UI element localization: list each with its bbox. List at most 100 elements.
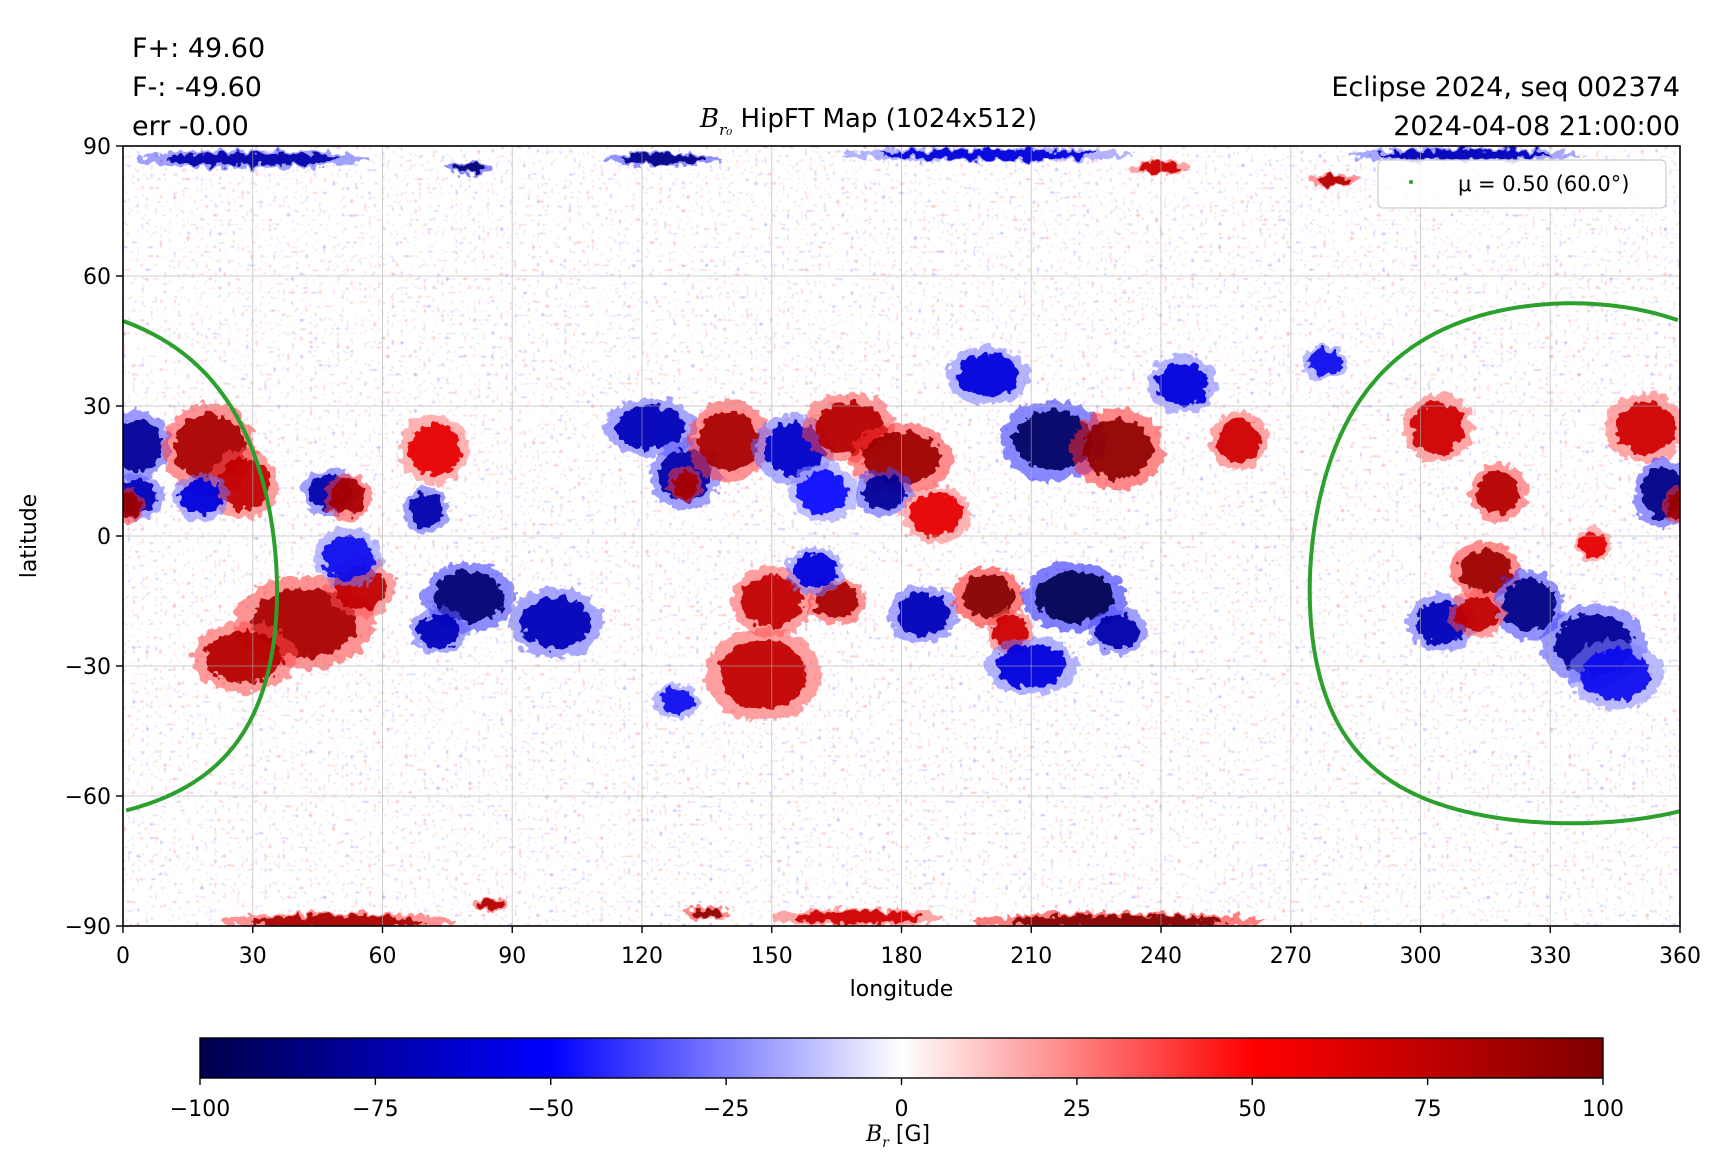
region-core	[957, 354, 1019, 398]
region-7	[324, 473, 372, 521]
region-core	[689, 907, 725, 919]
x-tick-label: 150	[751, 944, 793, 969]
region-core	[1455, 596, 1499, 632]
region-core	[1083, 419, 1153, 480]
x-tick-label: 120	[621, 944, 663, 969]
legend: μ = 0.50 (60.0°)	[1377, 159, 1667, 209]
region-9	[191, 622, 297, 693]
region-core	[659, 687, 694, 714]
axes: 0 30 60 90 120 150 180 210 240 270 300 330 360906030…	[17, 135, 1701, 1002]
region-core	[862, 475, 906, 510]
event-label: Eclipse 2024, seq 002374	[1331, 72, 1680, 103]
legend-marker	[1409, 180, 1413, 184]
region-57	[683, 905, 731, 921]
region-core	[408, 492, 444, 528]
region-27	[947, 346, 1029, 405]
flux-negative-text: F-: -49.60	[132, 72, 262, 103]
flux-error-text: err -0.00	[132, 111, 249, 142]
title-symbol: B	[700, 104, 720, 134]
colorbar-tick-label: −100	[170, 1097, 230, 1122]
region-core	[520, 596, 591, 649]
region-core	[417, 614, 461, 649]
region-core	[1580, 648, 1650, 701]
region-core	[1459, 549, 1512, 593]
x-tick-label: 300	[1400, 944, 1442, 969]
region-16	[508, 587, 603, 658]
x-tick-label: 90	[498, 944, 526, 969]
region-core	[620, 153, 707, 165]
region-core	[1476, 471, 1520, 515]
region-19	[667, 466, 703, 502]
y-axis-label: latitude	[17, 494, 42, 578]
x-tick-label: 60	[369, 944, 397, 969]
region-60	[770, 908, 946, 926]
colorbar-tick-label: 0	[895, 1097, 909, 1122]
region-26	[901, 485, 972, 544]
region-core	[1667, 492, 1680, 519]
region-core	[879, 149, 1097, 160]
colorbar-label: Br [G]	[866, 1124, 930, 1154]
region-62	[445, 160, 493, 175]
region-47	[1493, 570, 1564, 641]
region-15	[409, 607, 468, 655]
y-tick-label: −30	[65, 655, 111, 680]
flux-positive-text: F+: 49.60	[132, 33, 266, 64]
region-34	[704, 627, 822, 722]
region-core	[408, 423, 461, 476]
region-56	[222, 912, 456, 926]
region-core	[1316, 175, 1352, 186]
region-50	[1604, 392, 1680, 463]
region-core	[616, 406, 686, 450]
region-40	[1088, 607, 1147, 655]
x-tick-label: 180	[881, 944, 923, 969]
region-core	[451, 162, 487, 173]
x-axis-label: longitude	[850, 977, 954, 1002]
region-core	[1308, 349, 1343, 376]
region-core	[797, 471, 850, 515]
region-11	[312, 528, 383, 587]
legend-label: μ = 0.50 (60.0°)	[1458, 172, 1629, 196]
mu-contour	[123, 301, 1680, 826]
colorbar-tick-label: 50	[1238, 1097, 1266, 1122]
region-59	[473, 897, 509, 912]
region-core	[698, 410, 759, 471]
x-tick-label: 30	[239, 944, 267, 969]
region-core	[477, 899, 504, 910]
region-core	[1217, 419, 1261, 463]
region-core	[205, 631, 284, 684]
x-tick-label: 240	[1140, 944, 1182, 969]
y-tick-label: 90	[83, 135, 111, 160]
region-51	[1633, 457, 1680, 528]
region-core	[793, 553, 837, 589]
legend-box	[1377, 159, 1667, 209]
region-core	[910, 492, 963, 536]
colorbar-tick-label: 100	[1582, 1097, 1624, 1122]
region-core	[1377, 149, 1551, 160]
region-13	[399, 414, 470, 485]
region-core	[719, 640, 807, 710]
colorbar-tick-label: −50	[528, 1097, 574, 1122]
region-core	[218, 458, 271, 510]
datetime-label: 2024-04-08 21:00:00	[1393, 111, 1680, 142]
region-22	[788, 463, 859, 522]
region-core	[123, 492, 141, 519]
region-43	[1301, 345, 1349, 381]
mu-contour-line	[123, 301, 1680, 826]
chart-title: Br₀ HipFT Map (1024x512)	[700, 106, 1037, 143]
colorbar-bar	[199, 1037, 1604, 1079]
region-58	[971, 912, 1264, 926]
region-core	[962, 575, 1014, 619]
colorbar-tick-label: −25	[703, 1097, 749, 1122]
colorbar-tick-label: 75	[1414, 1097, 1442, 1122]
region-44	[1402, 392, 1473, 463]
region-core	[1411, 401, 1464, 454]
y-tick-label: −90	[65, 915, 111, 940]
region-55	[1575, 527, 1612, 563]
x-tick-label: 270	[1270, 944, 1312, 969]
y-tick-label: 0	[97, 525, 111, 550]
region-core	[1615, 401, 1676, 454]
region-20	[687, 399, 770, 482]
region-0	[123, 409, 171, 481]
colorbar-tick-label: −75	[352, 1097, 398, 1122]
